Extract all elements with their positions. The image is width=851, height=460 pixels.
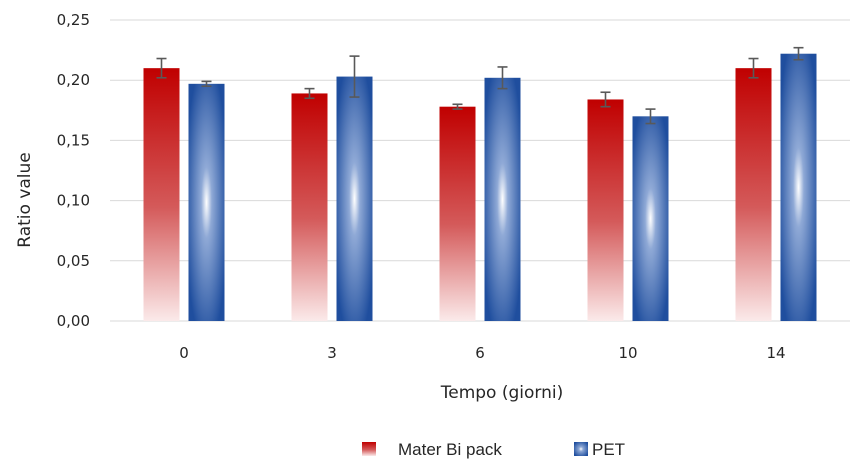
gridlines [110, 19, 850, 322]
error-bar [497, 66, 508, 90]
x-tick-label: 0 [179, 344, 189, 362]
y-tick-labels: 0,00 0,05 0,10 0,15 0,20 0,25 [57, 11, 90, 330]
bar-pet-14 [780, 53, 817, 321]
legend-swatch [574, 442, 588, 456]
bars [143, 53, 817, 322]
bar-pet-10 [632, 116, 669, 321]
bar-mater-bi-pack-14 [735, 68, 772, 321]
x-tick-label: 14 [766, 344, 785, 362]
x-axis-title: Tempo (giorni) [440, 383, 563, 403]
error-bar [156, 57, 167, 79]
x-tick-label: 3 [327, 344, 337, 362]
legend-label: PET [592, 440, 625, 459]
y-tick-label: 0,20 [57, 71, 90, 89]
error-bar [793, 46, 804, 61]
bar-mater-bi-pack-10 [587, 99, 624, 322]
bar-mater-bi-pack-0 [143, 68, 180, 321]
bar-pet-0 [188, 83, 225, 321]
y-tick-label: 0,25 [57, 11, 90, 29]
bar-pet-6 [484, 77, 521, 322]
bar-pet-3 [336, 76, 373, 321]
legend: Mater Bi pack PET [362, 440, 625, 459]
error-bar [645, 108, 656, 125]
x-tick-label: 10 [618, 344, 637, 362]
bar-mater-bi-pack-6 [439, 106, 476, 321]
bar-mater-bi-pack-3 [291, 93, 328, 321]
error-bar [201, 80, 212, 88]
x-tick-label: 6 [475, 344, 485, 362]
error-bars [156, 46, 804, 125]
error-bar [304, 87, 315, 100]
error-bar [600, 91, 611, 108]
y-tick-label: 0,05 [57, 252, 90, 270]
x-tick-labels: 0 3 6 10 14 [179, 344, 785, 362]
error-bar [349, 55, 360, 98]
legend-label: Mater Bi pack [398, 440, 502, 459]
legend-swatch [362, 442, 376, 456]
error-bar [452, 103, 463, 110]
y-tick-label: 0,00 [57, 312, 90, 330]
y-axis-title: Ratio value [15, 152, 35, 247]
error-bar [748, 57, 759, 79]
y-tick-label: 0,15 [57, 131, 90, 149]
y-tick-label: 0,10 [57, 192, 90, 210]
